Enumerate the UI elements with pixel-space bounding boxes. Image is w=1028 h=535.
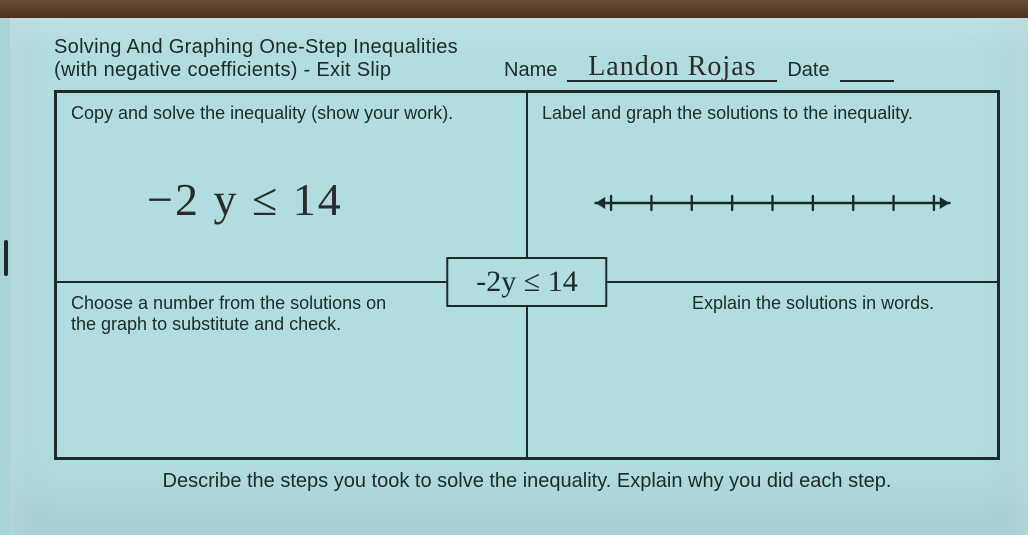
cell-bottom-left: Choose a number from the solutions on th… bbox=[56, 282, 527, 458]
cell-top-left: Copy and solve the inequality (show your… bbox=[56, 92, 527, 282]
cell-top-left-label: Copy and solve the inequality (show your… bbox=[71, 103, 512, 124]
title-block: Solving And Graphing One-Step Inequaliti… bbox=[54, 36, 484, 82]
handwritten-inequality: −2 y ≤ 14 bbox=[147, 173, 343, 226]
title-line-2: (with negative coefficients) - Exit Slip bbox=[54, 59, 484, 82]
worksheet-sheet: Solving And Graphing One-Step Inequaliti… bbox=[10, 18, 1028, 535]
date-label: Date bbox=[787, 59, 829, 82]
name-date-area: Name Landon Rojas Date bbox=[504, 56, 1000, 82]
cell-top-right: Label and graph the solutions to the ine… bbox=[527, 92, 998, 282]
name-field[interactable]: Landon Rojas bbox=[567, 56, 777, 82]
desk-wood-strip bbox=[0, 0, 1028, 18]
title-line-1: Solving And Graphing One-Step Inequaliti… bbox=[54, 36, 484, 59]
worksheet-header: Solving And Graphing One-Step Inequaliti… bbox=[54, 36, 1000, 82]
number-line bbox=[578, 183, 967, 223]
four-square-grid: Copy and solve the inequality (show your… bbox=[54, 90, 1000, 460]
cell-bottom-right: Explain the solutions in words. bbox=[527, 282, 998, 458]
name-label: Name bbox=[504, 59, 557, 82]
cell-top-right-label: Label and graph the solutions to the ine… bbox=[542, 103, 983, 124]
cell-bottom-right-label: Explain the solutions in words. bbox=[542, 293, 983, 314]
center-inequality-box: -2y ≤ 14 bbox=[446, 257, 607, 307]
number-line-svg bbox=[578, 183, 967, 223]
cell-bottom-left-label: Choose a number from the solutions on th… bbox=[71, 293, 401, 335]
date-field[interactable] bbox=[840, 56, 894, 82]
footer-prompt: Describe the steps you took to solve the… bbox=[54, 470, 1000, 493]
margin-tick-mark bbox=[4, 240, 8, 276]
